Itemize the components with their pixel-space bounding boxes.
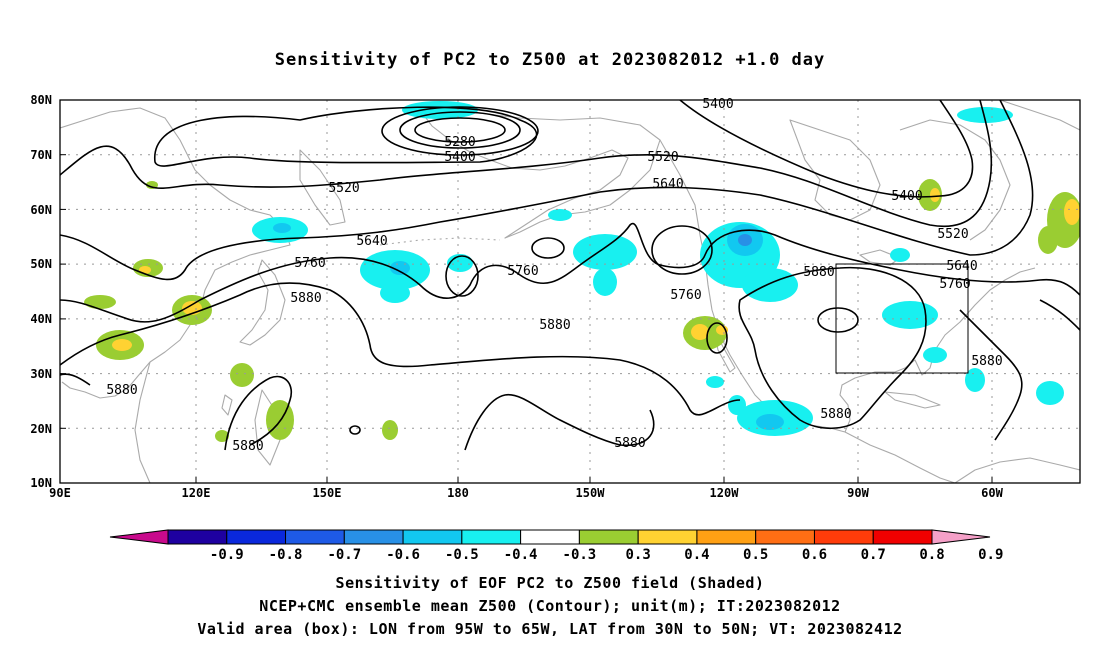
- colorbar-label: -0.3: [563, 547, 597, 563]
- colorbar-cell: [461, 529, 522, 545]
- contour-label: 5760: [670, 288, 701, 303]
- contour-label: 5880: [290, 291, 321, 306]
- colorbar-label: 0.9: [978, 547, 1003, 563]
- caption-line-3: Valid area (box): LON from 95W to 65W, L…: [197, 620, 903, 638]
- lat-label-70n: 70N: [30, 148, 52, 162]
- colorbar-label: -0.9: [210, 547, 244, 563]
- contour-label: 5880: [803, 265, 834, 280]
- contour-label: 5640: [356, 234, 387, 249]
- colorbar-label: 0.7: [861, 547, 886, 563]
- colorbar-cell: [285, 529, 345, 545]
- colorbar-label: 0.3: [626, 547, 651, 563]
- colorbar-label: 0.6: [802, 547, 827, 563]
- contour-labels: 5400 5280 5400 5520 5520 5640 5400 5640 …: [106, 97, 1002, 454]
- contour-label: 5520: [937, 227, 968, 242]
- lat-label-50n: 50N: [30, 257, 52, 271]
- longitude-labels: 90E 120E 150E 180 150W 120W 90W 60W: [49, 486, 1003, 500]
- lon-label-120w: 120W: [710, 486, 740, 500]
- lon-label-120e: 120E: [182, 486, 211, 500]
- contour-label: 5640: [946, 259, 977, 274]
- contour-label: 5280: [444, 135, 475, 150]
- contour-label: 5880: [539, 318, 570, 333]
- colorbar-label: -0.6: [386, 547, 420, 563]
- contour-label: 5760: [294, 256, 325, 271]
- colorbar-cell: [578, 529, 639, 545]
- lat-label-20n: 20N: [30, 422, 52, 436]
- contour-label: 5760: [507, 264, 538, 279]
- contour-label: 5760: [939, 277, 970, 292]
- valid-area-box: [835, 263, 969, 374]
- lat-label-60n: 60N: [30, 203, 52, 217]
- contour-label: 5400: [891, 189, 922, 204]
- plot-frame: [59, 99, 1081, 484]
- contour-label: 5400: [444, 150, 475, 165]
- colorbar-cell: [343, 529, 404, 545]
- lon-label-150w: 150W: [576, 486, 606, 500]
- colorbar-label: -0.8: [269, 547, 303, 563]
- lon-label-60w: 60W: [981, 486, 1003, 500]
- colorbar-cell: [872, 529, 933, 545]
- contour-label: 5520: [328, 181, 359, 196]
- lon-label-150e: 150E: [313, 486, 342, 500]
- contour-label: 5880: [820, 407, 851, 422]
- lat-label-30n: 30N: [30, 367, 52, 381]
- caption-line-2: NCEP+CMC ensemble mean Z500 (Contour); u…: [259, 597, 841, 615]
- colorbar-cell: [696, 529, 757, 545]
- colorbar-cell: [813, 529, 874, 545]
- tick-marks: [59, 99, 993, 484]
- colorbar-label: 0.8: [919, 547, 944, 563]
- colorbar-arrow-high: [931, 529, 991, 545]
- contour-label: 5880: [614, 436, 645, 451]
- lon-label-90w: 90W: [847, 486, 869, 500]
- page-title: Sensitivity of PC2 to Z500 at 2023082012…: [274, 50, 826, 70]
- lon-label-180: 180: [447, 486, 469, 500]
- contour-label: 5880: [106, 383, 137, 398]
- colorbar-arrow-low: [109, 529, 169, 545]
- colorbar-cell: [520, 529, 580, 545]
- lat-label-40n: 40N: [30, 312, 52, 326]
- colorbar-label: -0.5: [445, 547, 479, 563]
- colorbar-cell: [402, 529, 463, 545]
- sensitivity-shading: [84, 101, 1080, 442]
- contour-label: 5880: [232, 439, 263, 454]
- latitude-labels: 80N 70N 60N 50N 40N 30N 20N 10N: [30, 93, 52, 490]
- colorbar-cell: [755, 529, 815, 545]
- colorbar: -0.9 -0.8 -0.7 -0.6 -0.5 -0.4 -0.3 0.3 0.4 0.5 0.6…: [109, 529, 1003, 563]
- colorbar-label: -0.4: [504, 547, 538, 563]
- colorbar-label: -0.7: [327, 547, 361, 563]
- colorbar-cell: [226, 529, 287, 545]
- colorbar-cell: [637, 529, 698, 545]
- caption-line-1: Sensitivity of EOF PC2 to Z500 field (Sh…: [335, 574, 765, 592]
- contour-label: 5640: [652, 177, 683, 192]
- colorbar-label: 0.4: [684, 547, 709, 563]
- colorbar-cell: [167, 529, 228, 545]
- colorbar-label: 0.5: [743, 547, 768, 563]
- lat-label-80n: 80N: [30, 93, 52, 107]
- lon-label-90e: 90E: [49, 486, 71, 500]
- contour-label: 5520: [647, 150, 678, 165]
- contour-label: 5880: [971, 354, 1002, 369]
- contour-label: 5400: [702, 97, 733, 112]
- lat-label-10n: 10N: [30, 476, 52, 490]
